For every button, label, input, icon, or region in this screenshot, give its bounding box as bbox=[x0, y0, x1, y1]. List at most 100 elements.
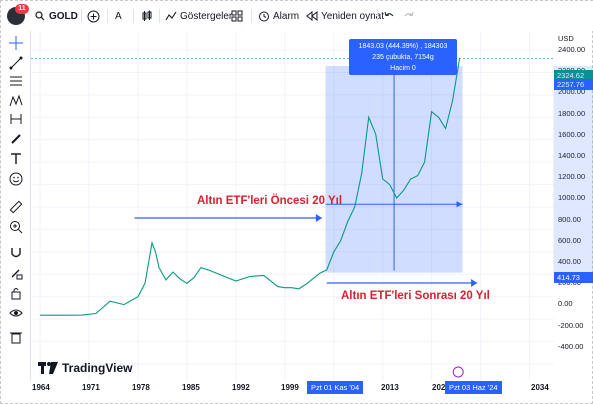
price-series-line bbox=[40, 58, 461, 316]
grid-icon bbox=[231, 10, 243, 22]
event-marker-icon bbox=[452, 366, 464, 378]
search-icon bbox=[35, 11, 45, 21]
text-icon bbox=[11, 153, 21, 164]
annotation-before-etf: Altın ETF'leri Öncesi 20 Yıl bbox=[197, 195, 343, 207]
magnet-icon bbox=[11, 248, 21, 258]
redo-button[interactable] bbox=[403, 5, 415, 27]
smiley-icon bbox=[9, 172, 23, 186]
time-label-2020: 202 bbox=[432, 383, 446, 392]
eye-icon bbox=[9, 309, 23, 317]
current-price-tag: 2324.62 bbox=[554, 70, 593, 81]
trash-icon bbox=[10, 332, 22, 344]
brush-tool[interactable] bbox=[8, 131, 24, 147]
top-toolbar: 11 GOLD A Göstergeler Alarm bbox=[1, 1, 593, 31]
chart-type-button[interactable] bbox=[141, 5, 153, 27]
cursor-price-tag: 414.73 bbox=[554, 272, 593, 283]
time-label-2013: 2013 bbox=[381, 383, 399, 392]
crosshair-icon bbox=[9, 36, 23, 50]
measure-info-box: 1843.03 (444.39%) , 184303 235 çubukta, … bbox=[349, 39, 457, 75]
arrow-head-after-etf bbox=[471, 279, 478, 287]
time-label-1985: 1985 bbox=[182, 383, 200, 392]
interval-button[interactable]: A bbox=[115, 5, 122, 27]
alarm-clock-icon bbox=[259, 11, 269, 22]
measure-tool[interactable] bbox=[8, 111, 24, 127]
pencil-lock-icon bbox=[11, 269, 23, 280]
notification-badge: 11 bbox=[15, 4, 29, 14]
stay-drawing-tool[interactable] bbox=[8, 265, 24, 281]
pattern-tool[interactable] bbox=[8, 93, 24, 109]
measure-bars: 235 çubukta, 7154g bbox=[372, 54, 434, 61]
price-label: 400.00 bbox=[558, 257, 581, 266]
indicators-button[interactable]: Göstergeler bbox=[165, 5, 232, 27]
time-label-1978: 1978 bbox=[132, 383, 150, 392]
rewind-icon bbox=[306, 10, 318, 22]
price-label: -200.00 bbox=[558, 320, 584, 330]
replay-label: Yeniden oynat bbox=[321, 10, 385, 22]
price-label: 1400.00 bbox=[558, 151, 586, 160]
time-label-1964: 1964 bbox=[32, 383, 50, 392]
undo-icon bbox=[384, 11, 394, 17]
price-chart[interactable] bbox=[31, 31, 554, 381]
measure-top-price-tag: 2257.76 bbox=[554, 79, 593, 90]
visibility-tool[interactable] bbox=[8, 305, 24, 321]
time-axis[interactable]: 1964 1971 1978 1985 1992 1999 Pzt 01 Kas… bbox=[31, 381, 554, 395]
pattern-icon bbox=[9, 94, 23, 107]
alert-button[interactable]: Alarm bbox=[258, 5, 299, 27]
tradingview-logo: TradingView bbox=[38, 361, 132, 375]
time-label-1992: 1992 bbox=[232, 383, 250, 392]
replay-button[interactable]: Yeniden oynat bbox=[306, 5, 384, 27]
interval-label: A bbox=[115, 10, 122, 22]
compare-button[interactable] bbox=[87, 5, 100, 27]
plus-circle-icon bbox=[87, 10, 100, 22]
symbol-search[interactable]: GOLD bbox=[35, 5, 78, 27]
zoom-tool[interactable] bbox=[8, 219, 24, 235]
emoji-tool[interactable] bbox=[8, 171, 24, 187]
price-axis-range-highlight bbox=[554, 65, 593, 273]
fib-tool[interactable] bbox=[8, 73, 24, 89]
currency-label: USD bbox=[558, 34, 574, 43]
indicators-icon bbox=[165, 11, 177, 21]
alert-label: Alarm bbox=[273, 10, 300, 22]
price-label: 2000.00 bbox=[558, 87, 586, 97]
arrow-head-before-etf bbox=[315, 214, 322, 222]
measure-change: 1843.03 (444.39%) , 184303 bbox=[358, 43, 448, 50]
symbol-label: GOLD bbox=[49, 10, 78, 22]
price-label: 1000.00 bbox=[558, 193, 586, 203]
measure-ruler-icon bbox=[9, 200, 23, 214]
ruler-icon bbox=[10, 114, 22, 124]
layouts-button[interactable] bbox=[231, 5, 243, 27]
time-label-1971: 1971 bbox=[82, 383, 100, 392]
delete-tool[interactable] bbox=[8, 329, 24, 345]
fib-lines-icon bbox=[10, 76, 22, 86]
trend-line-tool[interactable] bbox=[8, 55, 24, 71]
measure-arrow-head-right bbox=[456, 201, 463, 208]
price-axis[interactable]: USD 2400.002200.002000.001800.001600.001… bbox=[554, 31, 593, 381]
ruler-tool[interactable] bbox=[8, 199, 24, 215]
zoom-in-icon bbox=[10, 221, 23, 234]
undo-button[interactable] bbox=[383, 5, 395, 27]
text-tool[interactable] bbox=[8, 151, 24, 167]
indicators-label: Göstergeler bbox=[180, 10, 233, 22]
lock-tool[interactable] bbox=[8, 285, 24, 301]
lock-icon bbox=[11, 288, 21, 300]
magnet-tool[interactable] bbox=[8, 245, 24, 261]
tv-mark-icon bbox=[38, 362, 58, 374]
measure-start-date-tag: Pzt 01 Kas '04 bbox=[307, 381, 364, 394]
brush-icon bbox=[11, 134, 21, 144]
time-label-1999: 1999 bbox=[281, 383, 299, 392]
trend-line-icon bbox=[9, 56, 23, 70]
price-label: 1600.00 bbox=[558, 129, 586, 139]
price-label: 1800.00 bbox=[558, 108, 586, 118]
measure-volume: Hacim 0 bbox=[390, 65, 416, 72]
candles-icon bbox=[142, 10, 152, 21]
drawing-toolbar bbox=[1, 31, 31, 381]
price-label: 800.00 bbox=[558, 214, 581, 224]
crosshair-tool[interactable] bbox=[8, 35, 24, 51]
brand-name: TradingView bbox=[62, 361, 133, 375]
price-label: 600.00 bbox=[558, 235, 581, 245]
measure-end-date-tag: Pzt 03 Haz '24 bbox=[445, 381, 502, 394]
price-label: -400.00 bbox=[558, 341, 584, 351]
price-label: 2400.00 bbox=[558, 45, 586, 54]
annotation-after-etf: Altın ETF'leri Sonrası 20 Yıl bbox=[341, 290, 490, 302]
